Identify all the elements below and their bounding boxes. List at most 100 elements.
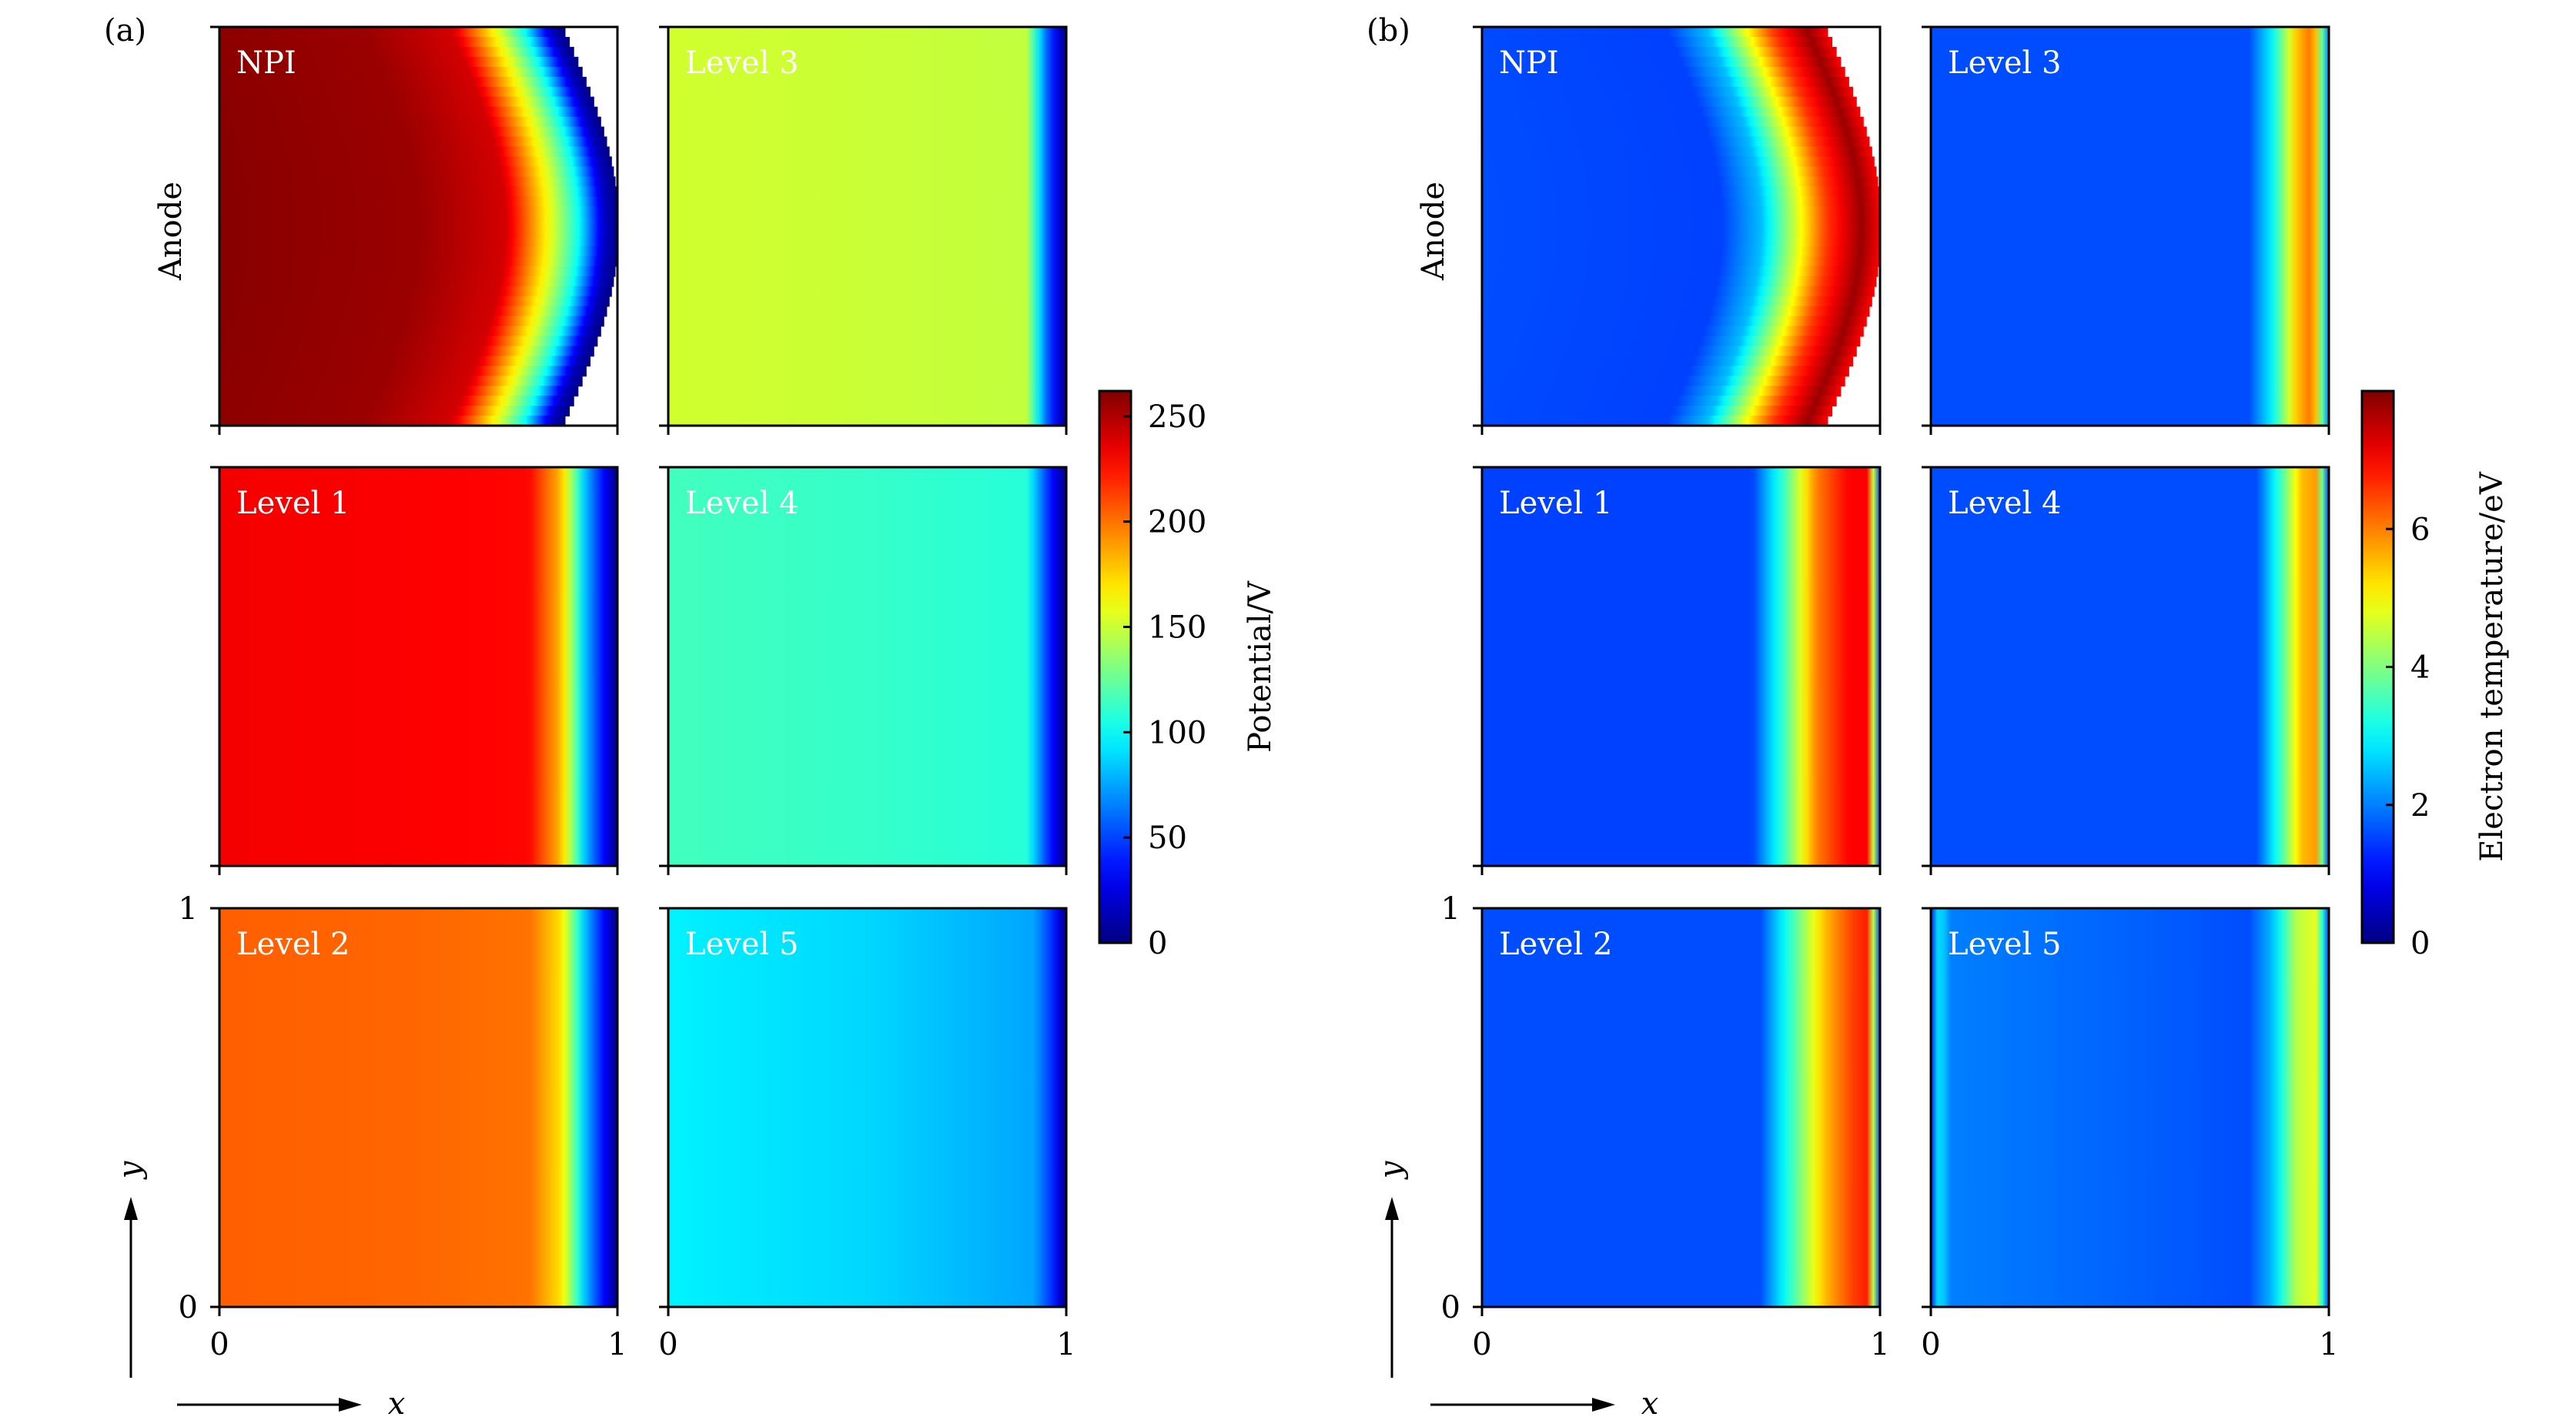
heatmap-strip-a-0-14 [219,166,614,178]
heatmap-strip-b-0-36 [1482,386,1842,397]
heatmap-strip-b-0-37 [1482,396,1837,406]
heatmap-strip-b-0-15 [1482,176,1878,188]
heatmap-strip-b-0-28 [1482,306,1870,317]
heatmap-a-2 [219,467,617,866]
subplot-frame-a-1 [667,25,1068,427]
heatmap-strip-a-0-2 [219,46,574,58]
subplot-title-a-4: Level 2 [236,927,350,962]
heatmap-strip-a-0-23 [219,256,617,267]
xtick-label-0-b-4: 0 [1472,1327,1491,1362]
heatmap-strip-b-0-22 [1482,246,1880,257]
x-axis-label-a: x [388,1386,406,1417]
heatmap-strip-a-0-22 [219,246,617,257]
panel-label-b: (b) [1367,13,1410,48]
heatmap-strip-b-0-29 [1482,316,1867,327]
subplot-title-b-2: Level 1 [1499,486,1612,521]
heatmap-strip-a-0-4 [219,66,583,78]
heatmap-strip-a-0-26 [219,286,612,297]
heatmap-strip-a-0-27 [219,296,610,307]
heatmap-strip-a-0-6 [219,86,590,98]
heatmap-strip-a-0-30 [219,326,601,337]
colorbar-label-b: Electron temperature/eV [2474,471,2510,862]
subplot-frame-a-4 [218,907,619,1308]
heatmap-strip-a-0-25 [219,276,614,287]
heatmap-strip-b-0-9 [1482,116,1864,128]
xtick-label-1-b-5: 1 [2319,1327,2338,1362]
heatmap-strip-a-0-33 [219,356,590,367]
heatmap-a-5 [668,908,1066,1307]
heatmap-strip-a-0-37 [219,396,574,406]
heatmap-strip-b-0-24 [1482,266,1878,277]
heatmap-strip-a-0-32 [219,346,594,357]
row-label-anode-b: Anode [1416,182,1451,281]
heatmap-strip-b-0-27 [1482,296,1872,307]
heatmap-strip-a-0-39 [219,416,566,426]
heatmap-strip-a-0-31 [219,336,598,347]
heatmap-strip-b-0-8 [1482,106,1861,118]
heatmap-strip-a-0-21 [219,236,617,247]
heatmap-strip-b-0-25 [1482,276,1877,287]
subplot-title-a-2: Level 1 [236,486,350,521]
heatmap-strip-a-0-35 [219,376,583,387]
heatmap-strip-b-0-30 [1482,326,1864,337]
colorbar-tick-label-a-5: 250 [1148,399,1206,435]
colorbar-a [1098,389,1132,944]
subplot-title-b-1: Level 3 [1948,45,2061,81]
heatmap-strip-a-0-38 [219,406,570,416]
heatmap-strip-b-0-5 [1482,76,1849,88]
subplot-frame-a-3 [667,466,1068,867]
subplot-frame-a-5 [667,907,1068,1308]
subplot-frame-a-0 [218,25,619,427]
heatmap-strip-b-0-35 [1482,376,1845,387]
heatmap-strip-b-0-39 [1482,416,1828,426]
heatmap-strip-b-0-17 [1482,196,1880,207]
heatmap-strip-b-0-33 [1482,356,1853,367]
y-axis-label-b: y [1373,1160,1409,1180]
heatmap-strip-a-0-16 [219,186,617,198]
heatmap-strip-b-0-12 [1482,146,1872,158]
xtick-label-0-a-4: 0 [209,1327,229,1362]
heatmap-b-2 [1482,467,1880,866]
ytick-label-1-a: 1 [179,891,198,927]
heatmap-strip-b-0-18 [1482,206,1880,217]
xtick-label-1-b-4: 1 [1870,1327,1889,1362]
colorbar-tick-label-a-1: 50 [1148,820,1187,856]
heatmap-strip-b-0-32 [1482,346,1857,357]
heatmap-strip-a-0-29 [219,316,604,327]
heatmap-b-4 [1482,908,1880,1307]
subplot-frame-b-2 [1480,466,1882,867]
subplot-frame-b-5 [1929,907,2330,1308]
heatmap-strip-b-0-6 [1482,86,1853,98]
heatmap-strip-b-0-3 [1482,56,1842,68]
xtick-label-1-a-5: 1 [1056,1327,1076,1362]
row-label-anode-a: Anode [153,182,189,281]
heatmap-strip-b-0-21 [1482,236,1880,247]
colorbar-tick-label-a-3: 150 [1148,610,1206,646]
heatmap-strip-b-0-23 [1482,256,1880,267]
subplot-frame-b-4 [1480,907,1882,1308]
xtick-label-0-a-5: 0 [658,1327,677,1362]
y-arrowhead-a [124,1197,138,1220]
xtick-label-0-b-5: 0 [1921,1327,1940,1362]
heatmap-strip-a-0-36 [219,386,579,397]
heatmap-strip-a-0-9 [219,116,601,128]
heatmap-strip-a-0-19 [219,216,617,227]
heatmap-strip-b-0-1 [1482,37,1833,48]
heatmap-strip-b-0-2 [1482,46,1837,58]
colorbar-label-a: Potential/V [1243,580,1278,753]
colorbar-tick-label-b-1: 2 [2410,788,2430,824]
panel-label-a: (a) [104,13,146,48]
ytick-label-0-b: 0 [1441,1290,1460,1325]
heatmap-a-1 [668,27,1066,426]
subplot-title-a-1: Level 3 [685,45,798,81]
heatmap-strip-a-0-8 [219,106,598,118]
heatmap-strip-a-0-17 [219,196,617,207]
y-axis-label-a: y [112,1160,148,1180]
heatmap-strip-a-0-5 [219,76,587,88]
colorbar-tick-label-a-4: 200 [1148,505,1206,540]
heatmap-strip-a-0-24 [219,266,616,277]
heatmap-strip-a-0-20 [219,226,617,237]
subplot-title-a-3: Level 4 [685,486,798,521]
heatmap-strip-b-0-34 [1482,366,1849,377]
